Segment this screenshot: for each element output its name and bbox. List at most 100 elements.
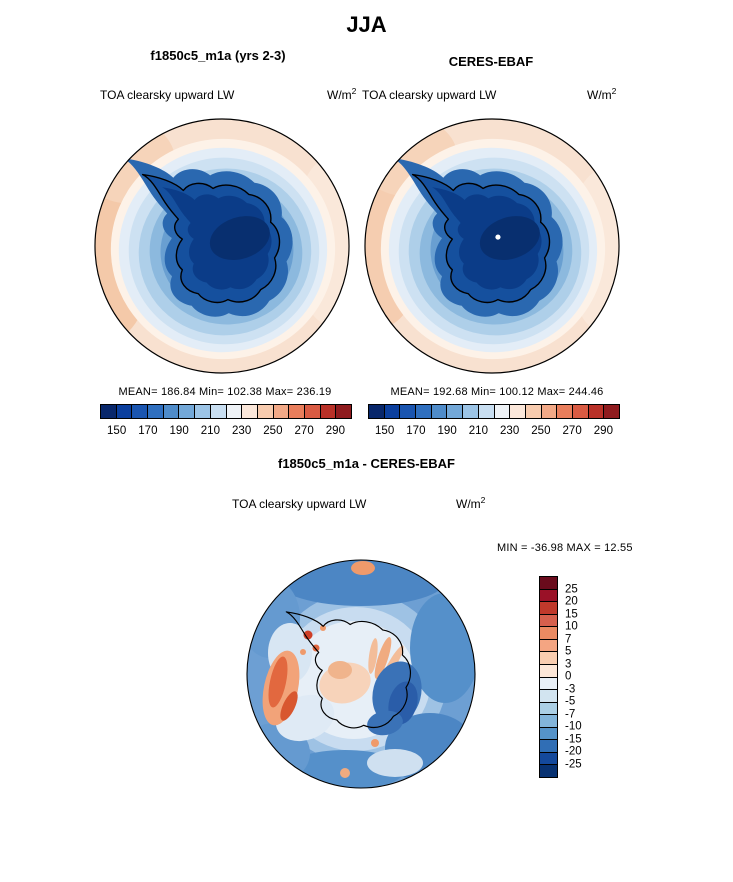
colorbar-tick-label: 15 (565, 607, 578, 620)
colorbar-segment (447, 405, 464, 418)
colorbar-tick-label: 170 (406, 425, 426, 437)
colorbar-segment (400, 405, 417, 418)
colorbar-tick-label: 210 (468, 425, 488, 437)
colorbar-segment (540, 664, 557, 678)
colorbar-tick-label: -25 (565, 757, 582, 770)
colorbar-segment (541, 405, 558, 418)
colorbar-tick-label: 25 (565, 582, 578, 595)
colorbar-segment (463, 405, 479, 418)
model-polar-map (94, 118, 350, 374)
colorbar-tick-label: 290 (593, 425, 613, 437)
colorbar-segment (148, 405, 164, 418)
colorbar-tick-label: -20 (565, 745, 582, 758)
colorbar-segment (525, 405, 542, 418)
model-units-exponent: 2 (351, 86, 357, 96)
colorbar-segment (540, 652, 557, 665)
obs-stats: MEAN= 192.68 Min= 100.12 Max= 244.46 (390, 386, 604, 398)
colorbar-segment (540, 589, 557, 603)
colorbar-segment (588, 405, 605, 418)
colorbar-tick-label: 170 (138, 425, 158, 437)
colorbar-segment (540, 614, 557, 628)
colorbar-tick-label: -10 (565, 720, 582, 733)
obs-colorbar: 150 170 190 210 230 250 270 290 (368, 404, 620, 437)
colorbar-segment (320, 405, 337, 418)
colorbar-tick-label: 0 (565, 670, 572, 683)
colorbar-segment (273, 405, 290, 418)
model-variable-label: TOA clearsky upward LW (100, 88, 235, 102)
colorbar-segment (540, 577, 557, 590)
colorbar-segment (226, 405, 243, 418)
colorbar-segment (540, 727, 557, 741)
colorbar-tick-label: 3 (565, 657, 572, 670)
season-title: JJA (346, 12, 387, 37)
colorbar-segment (257, 405, 274, 418)
pole-data-gap-dot (495, 234, 501, 240)
colorbar-segment (116, 405, 133, 418)
colorbar-segment (540, 627, 557, 640)
colorbar-tick-label: 230 (500, 425, 520, 437)
colorbar-segment (510, 405, 526, 418)
colorbar-segment (210, 405, 227, 418)
colorbar-tick-label: 7 (565, 632, 572, 645)
colorbar-tick-label: 150 (375, 425, 395, 437)
colorbar-segment (336, 405, 351, 418)
colorbar-segment (478, 405, 495, 418)
colorbar-segment (540, 752, 557, 766)
colorbar-segment (101, 405, 117, 418)
colorbar-tick-label: -5 (565, 695, 576, 708)
diff-panel-title: f1850c5_m1a - CERES-EBAF (277, 456, 456, 471)
model-units-label: W/m2 (327, 86, 356, 102)
diff-minmax: MIN = -36.98 MAX = 12.55 (497, 542, 633, 554)
diff-colorbar: 25 20 15 10 7 5 3 0 -3 -5 -7 -10 -15 -20 -25 (539, 576, 582, 778)
colorbar-segment (540, 677, 557, 691)
colorbar-segment (384, 405, 401, 418)
model-panel-title: f1850c5_m1a (yrs 2-3) (150, 48, 286, 63)
colorbar-tick-label: 270 (562, 425, 582, 437)
colorbar-tick-label: 190 (437, 425, 457, 437)
obs-units-label: W/m2 (587, 86, 616, 102)
colorbar-segment (540, 715, 557, 728)
colorbar-segment (304, 405, 321, 418)
diff-variable-label: TOA clearsky upward LW (232, 497, 367, 511)
colorbar-tick-label: -3 (565, 682, 576, 695)
colorbar-segment (494, 405, 511, 418)
colorbar-segment (431, 405, 448, 418)
obs-units-base: W/m (587, 88, 612, 102)
colorbar-segment (540, 765, 557, 777)
colorbar-tick-label: -15 (565, 732, 582, 745)
colorbar-segment (540, 702, 557, 716)
colorbar-tick-label: 290 (325, 425, 345, 437)
colorbar-segment (540, 602, 557, 615)
colorbar-tick-label: 20 (565, 595, 578, 608)
colorbar-tick-label: 270 (294, 425, 314, 437)
colorbar-tick-label: 5 (565, 645, 572, 658)
colorbar-segment (557, 405, 573, 418)
colorbar-tick-label: 250 (263, 425, 283, 437)
colorbar-segment (369, 405, 385, 418)
colorbar-segment (604, 405, 619, 418)
colorbar-segment (289, 405, 305, 418)
colorbar-segment (242, 405, 258, 418)
colorbar-tick-label: 230 (232, 425, 252, 437)
colorbar-segment (179, 405, 196, 418)
colorbar-segment (540, 740, 557, 753)
colorbar-tick-label: 250 (531, 425, 551, 437)
colorbar-tick-label: 210 (200, 425, 220, 437)
obs-panel-title: CERES-EBAF (448, 54, 534, 69)
diff-polar-map (246, 559, 476, 789)
colorbar-segment (416, 405, 432, 418)
model-units-base: W/m (327, 88, 352, 102)
colorbar-segment (132, 405, 149, 418)
diff-units-exponent: 2 (480, 495, 486, 505)
colorbar-segment (540, 639, 557, 653)
diff-units-label: W/m2 (456, 495, 485, 511)
colorbar-tick-label: 150 (107, 425, 127, 437)
colorbar-tick-label: 10 (565, 620, 578, 633)
obs-units-exponent: 2 (611, 86, 617, 96)
colorbar-tick-label: 190 (169, 425, 189, 437)
diff-units-base: W/m (456, 497, 481, 511)
colorbar-tick-label: -7 (565, 707, 576, 720)
obs-polar-map (364, 118, 620, 374)
colorbar-segment (195, 405, 211, 418)
